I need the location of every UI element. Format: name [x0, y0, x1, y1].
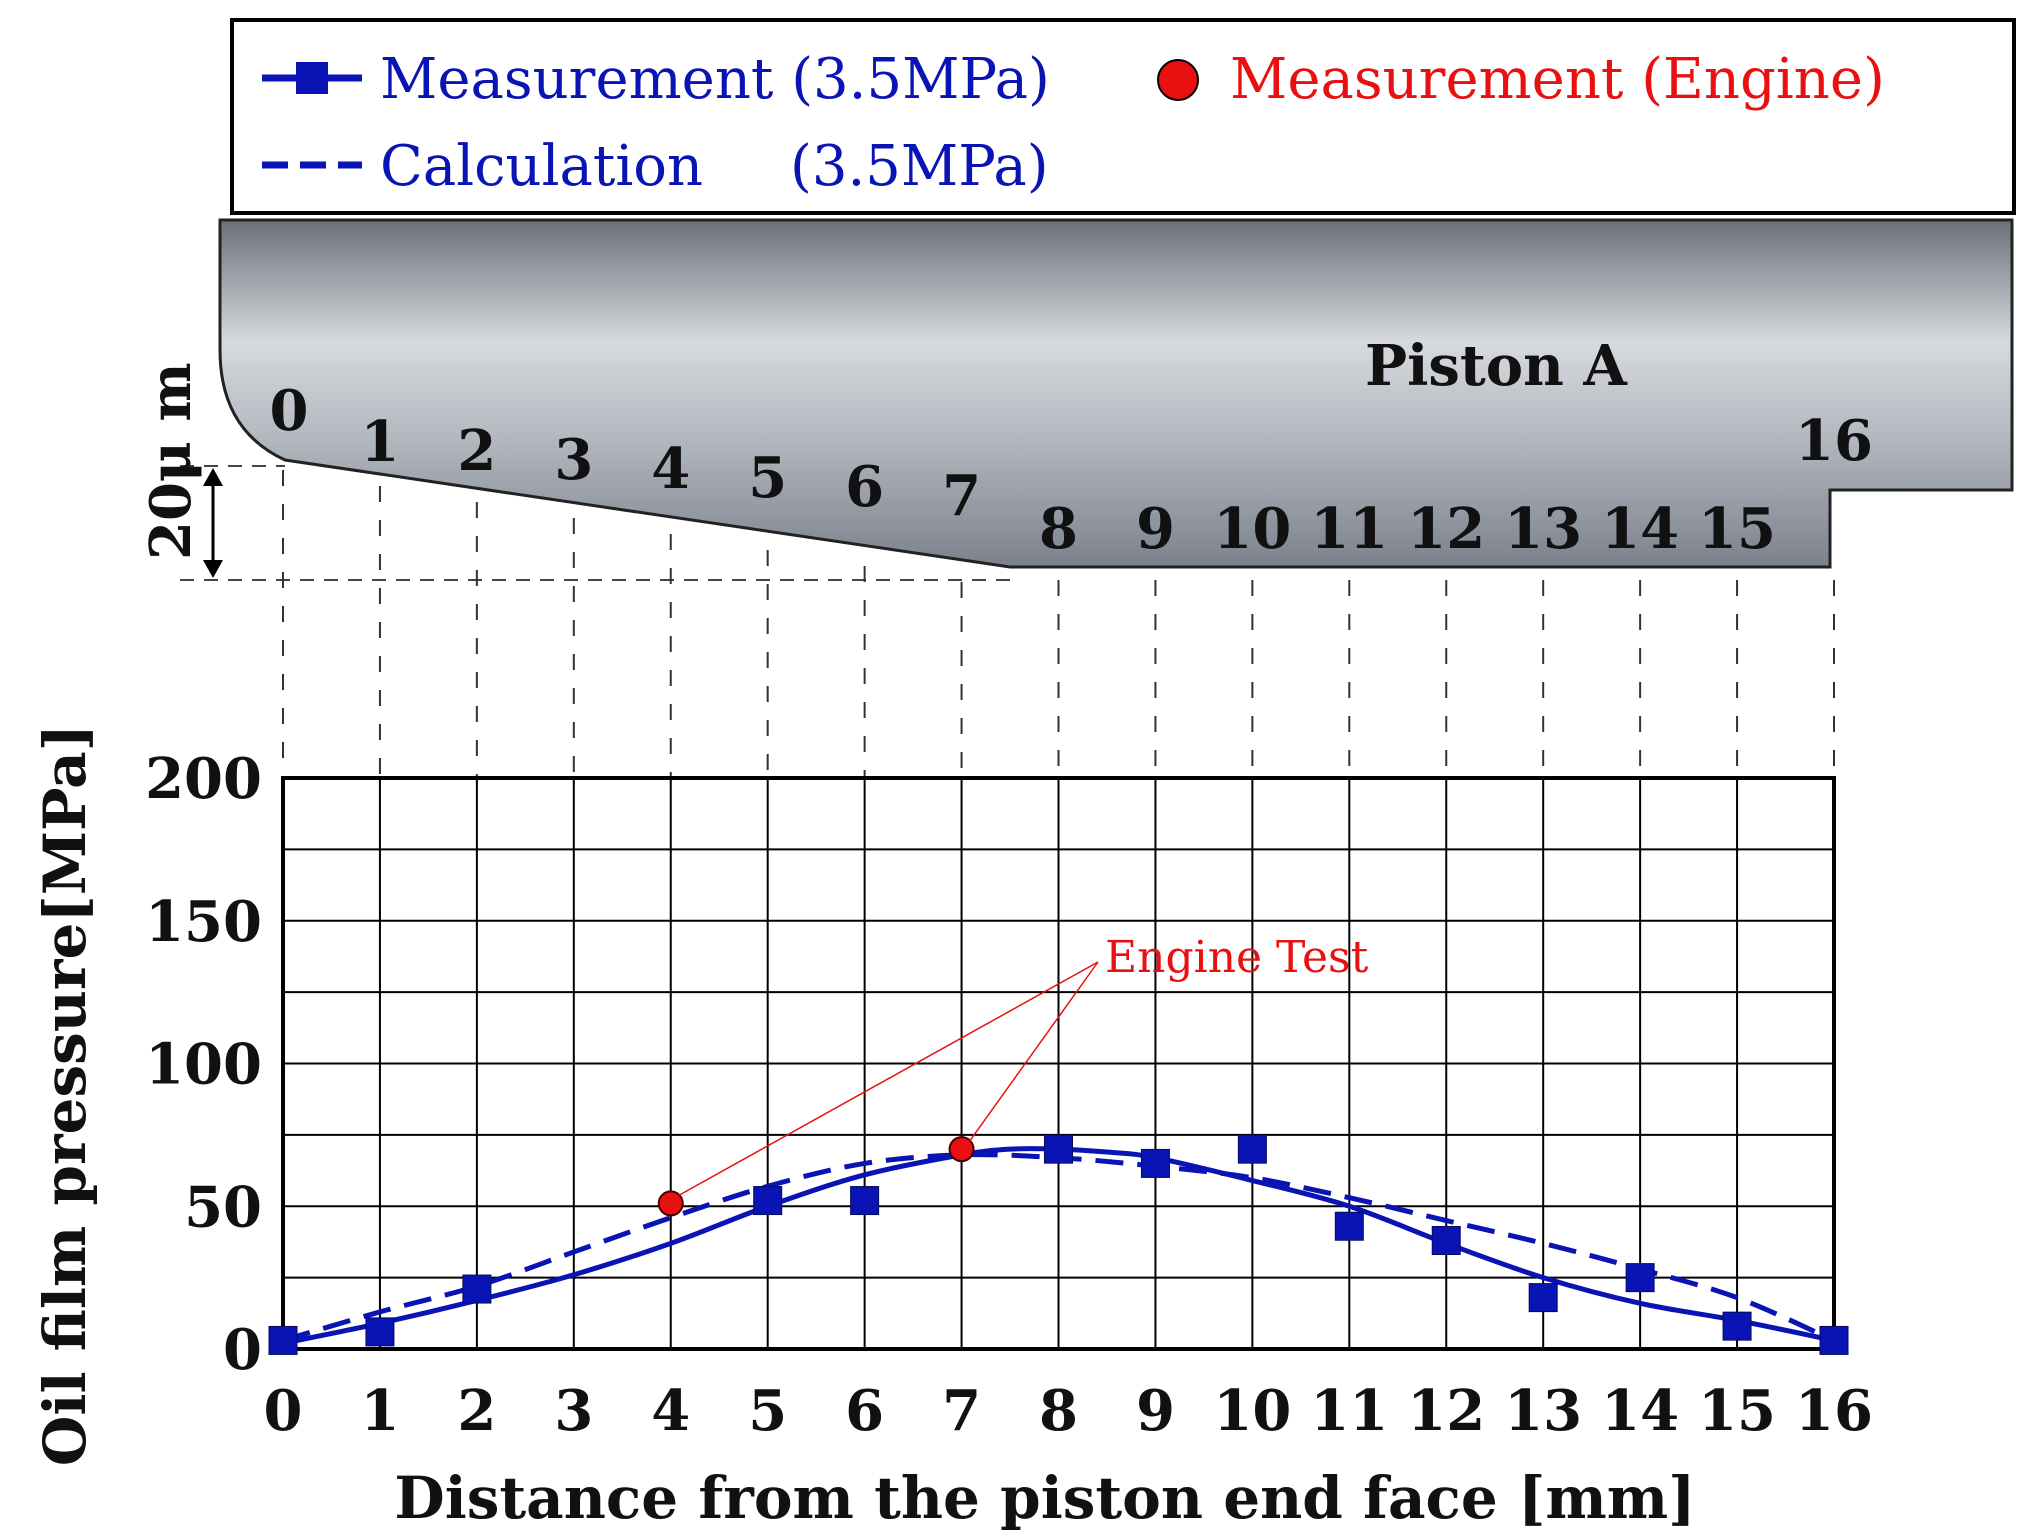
- measurement-point-5: [753, 1186, 783, 1216]
- measurement-point-9: [1140, 1148, 1170, 1178]
- annotation-leader-lines: [678, 961, 1099, 1197]
- x-tick-label-11: 11: [1310, 1378, 1388, 1444]
- grid: [282, 778, 1835, 1349]
- measurement-point-1: [365, 1317, 395, 1347]
- legend: Measurement (3.5MPa) Measurement (Engine…: [230, 18, 2016, 215]
- x-tick-label-12: 12: [1407, 1378, 1485, 1444]
- series: [268, 1134, 1849, 1355]
- x-tick-label-15: 15: [1698, 1378, 1776, 1444]
- x-tick-label-13: 13: [1504, 1378, 1582, 1444]
- y-tick-label-3: 150: [145, 889, 262, 955]
- measurement-point-10: [1237, 1134, 1267, 1164]
- measurement-point-12: [1431, 1226, 1461, 1256]
- engine-point-7: [948, 1136, 975, 1163]
- plot-frame: [281, 776, 1836, 1351]
- scale-label: 20μ m: [138, 362, 204, 560]
- legend-calculation-label: Calculation: [380, 134, 703, 199]
- scale-arrow-down-icon: [203, 560, 223, 578]
- piston-label: Piston A: [1365, 333, 1628, 399]
- measurement-point-6: [850, 1186, 880, 1216]
- piston-number-11: 11: [1310, 496, 1388, 562]
- guide-lines: [282, 470, 1835, 778]
- piston-number-9: 9: [1136, 496, 1175, 562]
- x-tick-label-6: 6: [845, 1378, 884, 1444]
- measurement-point-11: [1334, 1211, 1364, 1241]
- y-tick-label-1: 50: [184, 1174, 262, 1240]
- x-tick-label-14: 14: [1601, 1378, 1679, 1444]
- x-tick-label-16: 16: [1795, 1378, 1873, 1444]
- x-tick-label-9: 9: [1136, 1378, 1175, 1444]
- y-tick-label-4: 200: [145, 746, 262, 812]
- piston-number-3: 3: [554, 427, 593, 493]
- x-tick-label-8: 8: [1039, 1378, 1078, 1444]
- legend-calculation-suffix: (3.5MPa): [790, 134, 1049, 199]
- x-tick-label-5: 5: [748, 1378, 787, 1444]
- y-tick-labels: 0 50 100 150 200: [145, 746, 262, 1383]
- measurement-point-8: [1044, 1134, 1073, 1164]
- x-tick-label-2: 2: [457, 1378, 496, 1444]
- piston-number-12: 12: [1407, 496, 1485, 562]
- piston-number-0: 0: [270, 378, 309, 444]
- x-tick-label-3: 3: [554, 1378, 593, 1444]
- x-tick-label-1: 1: [360, 1378, 399, 1444]
- legend-engine-label: Measurement (Engine): [1230, 47, 1885, 112]
- annotation-leader-7: [968, 961, 1099, 1142]
- annotation: Engine Test: [678, 932, 1369, 1197]
- y-tick-label-0: 0: [223, 1317, 262, 1383]
- piston-number-1: 1: [360, 409, 399, 475]
- x-axis-title: Distance from the piston end face [mm]: [394, 1464, 1695, 1532]
- annotation-leader-4: [678, 961, 1099, 1197]
- scale-arrow-up-icon: [203, 468, 223, 486]
- y-tick-label-2: 100: [145, 1032, 262, 1098]
- piston-number-15: 15: [1698, 496, 1776, 562]
- piston-number-5: 5: [748, 445, 787, 511]
- annotation-engine-test: Engine Test: [1105, 932, 1369, 983]
- x-tick-label-10: 10: [1213, 1378, 1291, 1444]
- measurement-point-13: [1528, 1283, 1558, 1313]
- measurement-point-16: [1819, 1325, 1849, 1355]
- measurement-point-14: [1625, 1263, 1655, 1293]
- piston-number-13: 13: [1504, 496, 1582, 562]
- x-tick-label-0: 0: [264, 1378, 303, 1444]
- piston-body: [218, 218, 2014, 569]
- measurement-point-15: [1722, 1311, 1752, 1341]
- measurement-point-0: [268, 1325, 298, 1355]
- engine-point-4: [657, 1190, 684, 1217]
- piston-number-4: 4: [651, 436, 690, 502]
- piston-number-2: 2: [457, 418, 496, 484]
- legend-engine-circle-icon: [1157, 59, 1199, 101]
- piston-number-10: 10: [1213, 496, 1291, 562]
- piston-number-14: 14: [1601, 496, 1679, 562]
- y-axis-title: Oil film pressure[MPa]: [31, 724, 99, 1466]
- legend-measurement-square-icon: [296, 62, 328, 94]
- measurement-point-2: [462, 1274, 492, 1304]
- x-tick-label-4: 4: [651, 1378, 690, 1444]
- piston-number-6: 6: [845, 454, 884, 520]
- piston-number-16: 16: [1795, 408, 1873, 474]
- x-tick-label-7: 7: [942, 1378, 981, 1444]
- legend-frame: [230, 18, 2016, 215]
- x-tick-labels: 0 1 2 3 4 5 6 7 8 9 10 11 12 13 14 15 16: [264, 1378, 1873, 1444]
- piston-number-8: 8: [1039, 496, 1078, 562]
- piston-number-7: 7: [942, 463, 981, 529]
- legend-measurement-label: Measurement (3.5MPa): [380, 47, 1050, 112]
